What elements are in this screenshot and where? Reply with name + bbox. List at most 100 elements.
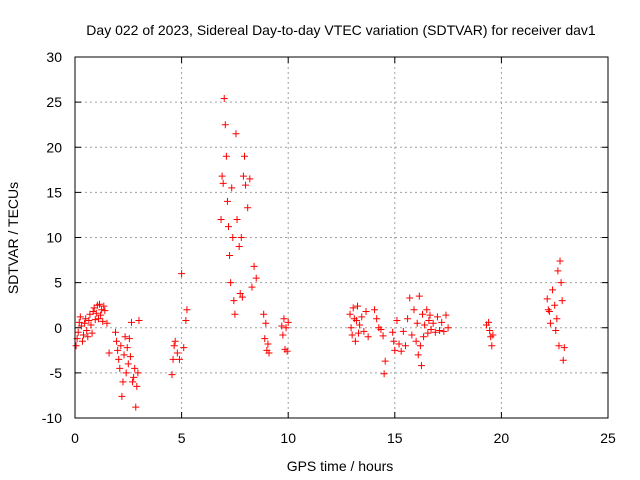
data-point (399, 327, 407, 335)
data-point (220, 95, 228, 103)
y-tick-label: 5 (54, 275, 62, 291)
data-point (553, 315, 561, 323)
data-point (371, 306, 379, 314)
data-point (358, 313, 366, 321)
data-point (83, 326, 91, 334)
data-point (94, 315, 102, 323)
data-point (364, 333, 372, 341)
data-point (401, 342, 409, 350)
data-point (126, 353, 134, 361)
data-point (230, 297, 238, 305)
y-tick-label: 30 (46, 49, 62, 65)
data-point (554, 267, 562, 275)
data-point (85, 317, 93, 325)
data-point (489, 331, 497, 339)
data-point (555, 342, 563, 350)
data-point (412, 337, 420, 345)
data-point (178, 270, 186, 278)
data-point (246, 175, 254, 183)
data-point (119, 378, 127, 386)
data-point (404, 315, 412, 323)
data-point (183, 306, 191, 314)
data-point (87, 321, 95, 329)
data-point (112, 328, 120, 336)
data-point (226, 252, 234, 260)
data-point (117, 342, 125, 350)
x-tick-label: 20 (494, 430, 510, 446)
data-point (113, 337, 121, 345)
data-point (125, 335, 133, 343)
data-point (100, 302, 108, 310)
axis-ticks: 0 5 10 15 20 25 -10 -5 0 5 10 15 20 25 30 (42, 49, 616, 446)
x-axis-label: GPS time / hours (287, 458, 394, 474)
data-point (92, 309, 100, 317)
data-point (130, 373, 138, 381)
data-point (408, 331, 416, 339)
data-point (431, 328, 439, 336)
data-point (433, 313, 441, 321)
data-point (101, 307, 109, 315)
data-point (229, 234, 237, 241)
data-point (236, 289, 244, 297)
data-point (222, 152, 230, 160)
data-point (279, 331, 287, 339)
data-point (225, 223, 233, 231)
data-point (98, 306, 106, 314)
data-point (265, 349, 273, 357)
data-point (557, 279, 565, 287)
data-point (349, 304, 357, 312)
y-tick-label: 10 (46, 230, 62, 246)
data-point (78, 337, 86, 345)
data-point (80, 331, 88, 339)
data-point (415, 292, 423, 300)
data-point (381, 357, 389, 365)
data-point (436, 326, 444, 334)
data-point (362, 308, 370, 316)
data-point (116, 364, 124, 372)
data-point (284, 318, 292, 326)
data-point (397, 347, 405, 355)
y-tick-label: 25 (46, 94, 62, 110)
data-point (543, 295, 551, 303)
data-point (355, 329, 363, 337)
data-point (175, 355, 183, 363)
data-point (410, 306, 418, 314)
data-point (248, 283, 256, 291)
data-point (221, 121, 229, 129)
data-point (219, 179, 227, 187)
data-point (544, 306, 552, 314)
x-tick-label: 5 (178, 430, 186, 446)
data-point (133, 382, 141, 390)
data-point (121, 333, 129, 341)
data-point (552, 326, 560, 334)
y-tick-label: -5 (50, 365, 63, 381)
data-point (103, 319, 111, 327)
data-point (170, 342, 178, 350)
data-point (444, 324, 452, 332)
data-points (72, 95, 568, 411)
data-point (168, 371, 176, 379)
data-point (232, 130, 240, 138)
data-point (545, 308, 553, 316)
data-point (442, 311, 450, 319)
data-point (429, 319, 437, 327)
data-point (420, 333, 428, 341)
x-tick-label: 0 (71, 430, 79, 446)
data-point (115, 355, 123, 363)
data-point (395, 340, 403, 348)
data-point (283, 347, 291, 355)
data-point (379, 332, 387, 340)
data-point (218, 172, 226, 180)
data-point (244, 204, 252, 212)
data-point (485, 318, 493, 326)
data-point (377, 326, 385, 334)
data-point (351, 337, 359, 345)
x-tick-label: 10 (280, 430, 296, 446)
data-point (233, 215, 241, 223)
data-point (173, 349, 181, 357)
data-point (413, 319, 421, 327)
data-point (390, 337, 398, 345)
data-point (129, 378, 137, 386)
data-point (135, 317, 143, 325)
data-point (280, 315, 288, 323)
